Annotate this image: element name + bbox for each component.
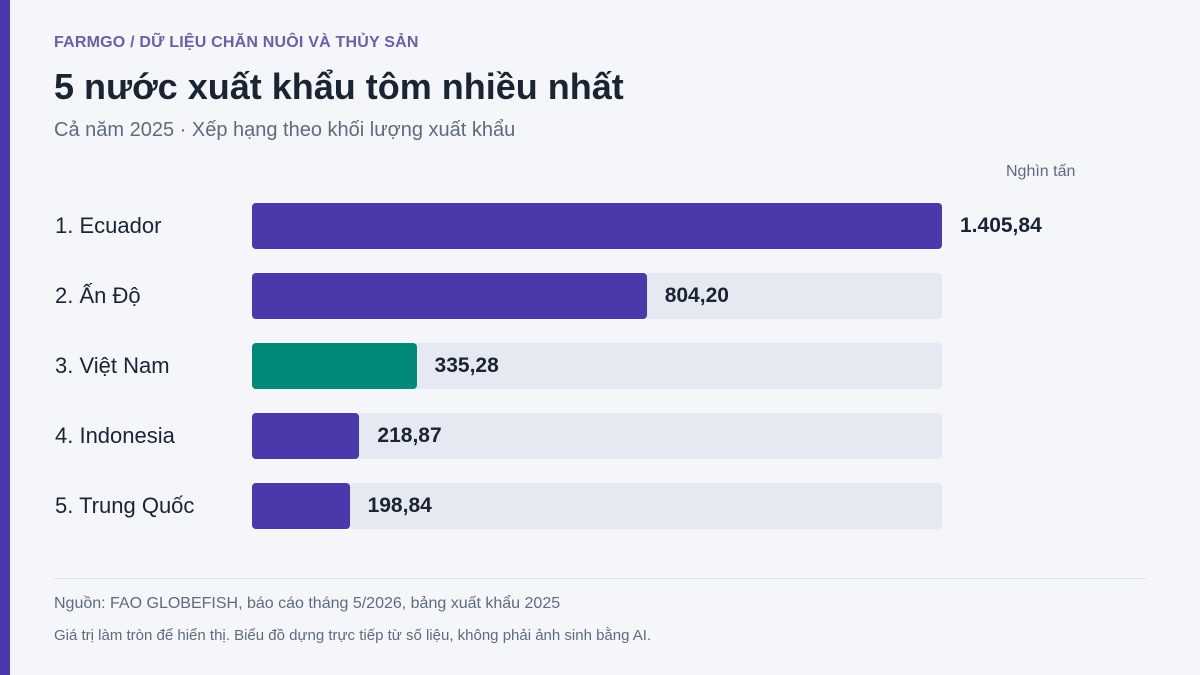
bar: [252, 483, 350, 529]
bar: [252, 413, 360, 459]
footer-divider: [54, 578, 1146, 579]
bar-track: [252, 483, 942, 529]
category-label: 3. Việt Nam: [55, 353, 170, 378]
source-note: Nguồn: FAO GLOBEFISH, báo cáo tháng 5/20…: [54, 595, 561, 612]
value-label: 1.405,84: [960, 214, 1042, 237]
value-label: 335,28: [434, 354, 499, 377]
bar-track: [252, 413, 942, 459]
value-label: 198,84: [367, 494, 432, 517]
category-label: 2. Ấn Độ: [55, 283, 141, 308]
category-label: 4. Indonesia: [55, 423, 175, 448]
bar: [252, 203, 942, 249]
value-label: 218,87: [377, 424, 442, 447]
unit-label: Nghìn tấn: [1006, 163, 1076, 180]
accent-stripe: [0, 0, 10, 675]
category-label: 1. Ecuador: [55, 213, 162, 238]
chart-subtitle: Cả năm 2025 · Xếp hạng theo khối lượng x…: [54, 119, 516, 141]
disclaimer-note: Giá trị làm tròn để hiển thị. Biểu đồ dự…: [54, 627, 652, 644]
bar: [252, 343, 417, 389]
chart-title: 5 nước xuất khẩu tôm nhiều nhất: [54, 66, 624, 107]
bar-chart: 1. Ecuador 1.405,84 2. Ấn Độ 804,20 3. Việt …: [55, 203, 1042, 529]
value-label: 804,20: [664, 284, 729, 307]
category-label: 5. Trung Quốc: [55, 493, 195, 518]
bar: [252, 273, 647, 319]
eyebrow-breadcrumb: FARMGO / DỮ LIỆU CHĂN NUÔI VÀ THỦY SẢN: [54, 34, 419, 51]
